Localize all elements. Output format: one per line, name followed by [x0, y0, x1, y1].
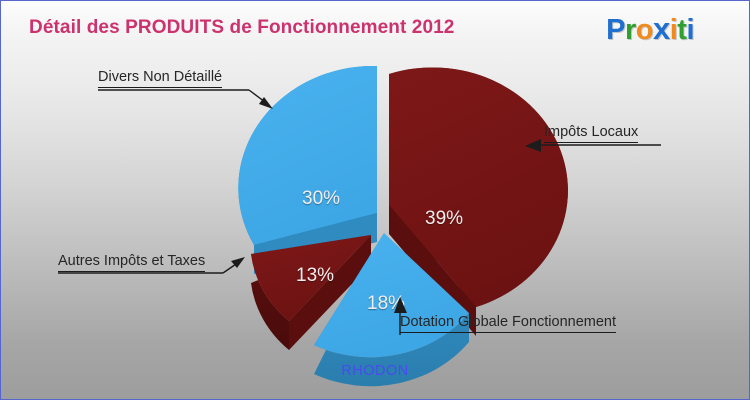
logo-letter-t: t — [677, 14, 687, 46]
callout-label-divers[interactable]: Divers Non Détaillé — [98, 69, 223, 88]
callout-label-autres-impots[interactable]: Autres Impôts et Taxes — [58, 253, 206, 272]
pie-slices — [199, 53, 568, 387]
city-name: RHODON — [341, 363, 409, 379]
logo-letter-i2: i — [686, 14, 694, 46]
slice-impots-locaux[interactable] — [389, 67, 568, 337]
slice-value-autres-impots: 13% — [296, 265, 335, 286]
callout-label-impots-locaux[interactable]: Impôts Locaux — [544, 124, 639, 143]
slice-value-impots-locaux: 39% — [425, 208, 464, 229]
slice-value-divers: 30% — [302, 188, 341, 209]
page-title: Détail des PRODUITS de Fonctionnement 20… — [29, 17, 455, 38]
logo-letter-o: o — [635, 14, 654, 46]
slice-value-dotation: 18% — [367, 293, 406, 314]
slice-autres-impots-et-taxes[interactable] — [251, 235, 371, 350]
pie-chart: 39% 18% 13% 30% — [199, 53, 568, 387]
callout-label-dotation[interactable]: Dotation Globale Fonctionnement — [400, 314, 617, 333]
slice-dotation-globale-fonctionnement[interactable] — [314, 233, 469, 387]
logo-letter-p: P — [606, 14, 625, 46]
logo-letter-i1: i — [669, 14, 678, 46]
proxiti-logo[interactable]: Proxiti — [606, 11, 694, 47]
slice-divers-non-detaille[interactable] — [238, 65, 377, 274]
logo-letter-r: r — [624, 14, 636, 46]
logo-letter-x: x — [652, 11, 670, 46]
